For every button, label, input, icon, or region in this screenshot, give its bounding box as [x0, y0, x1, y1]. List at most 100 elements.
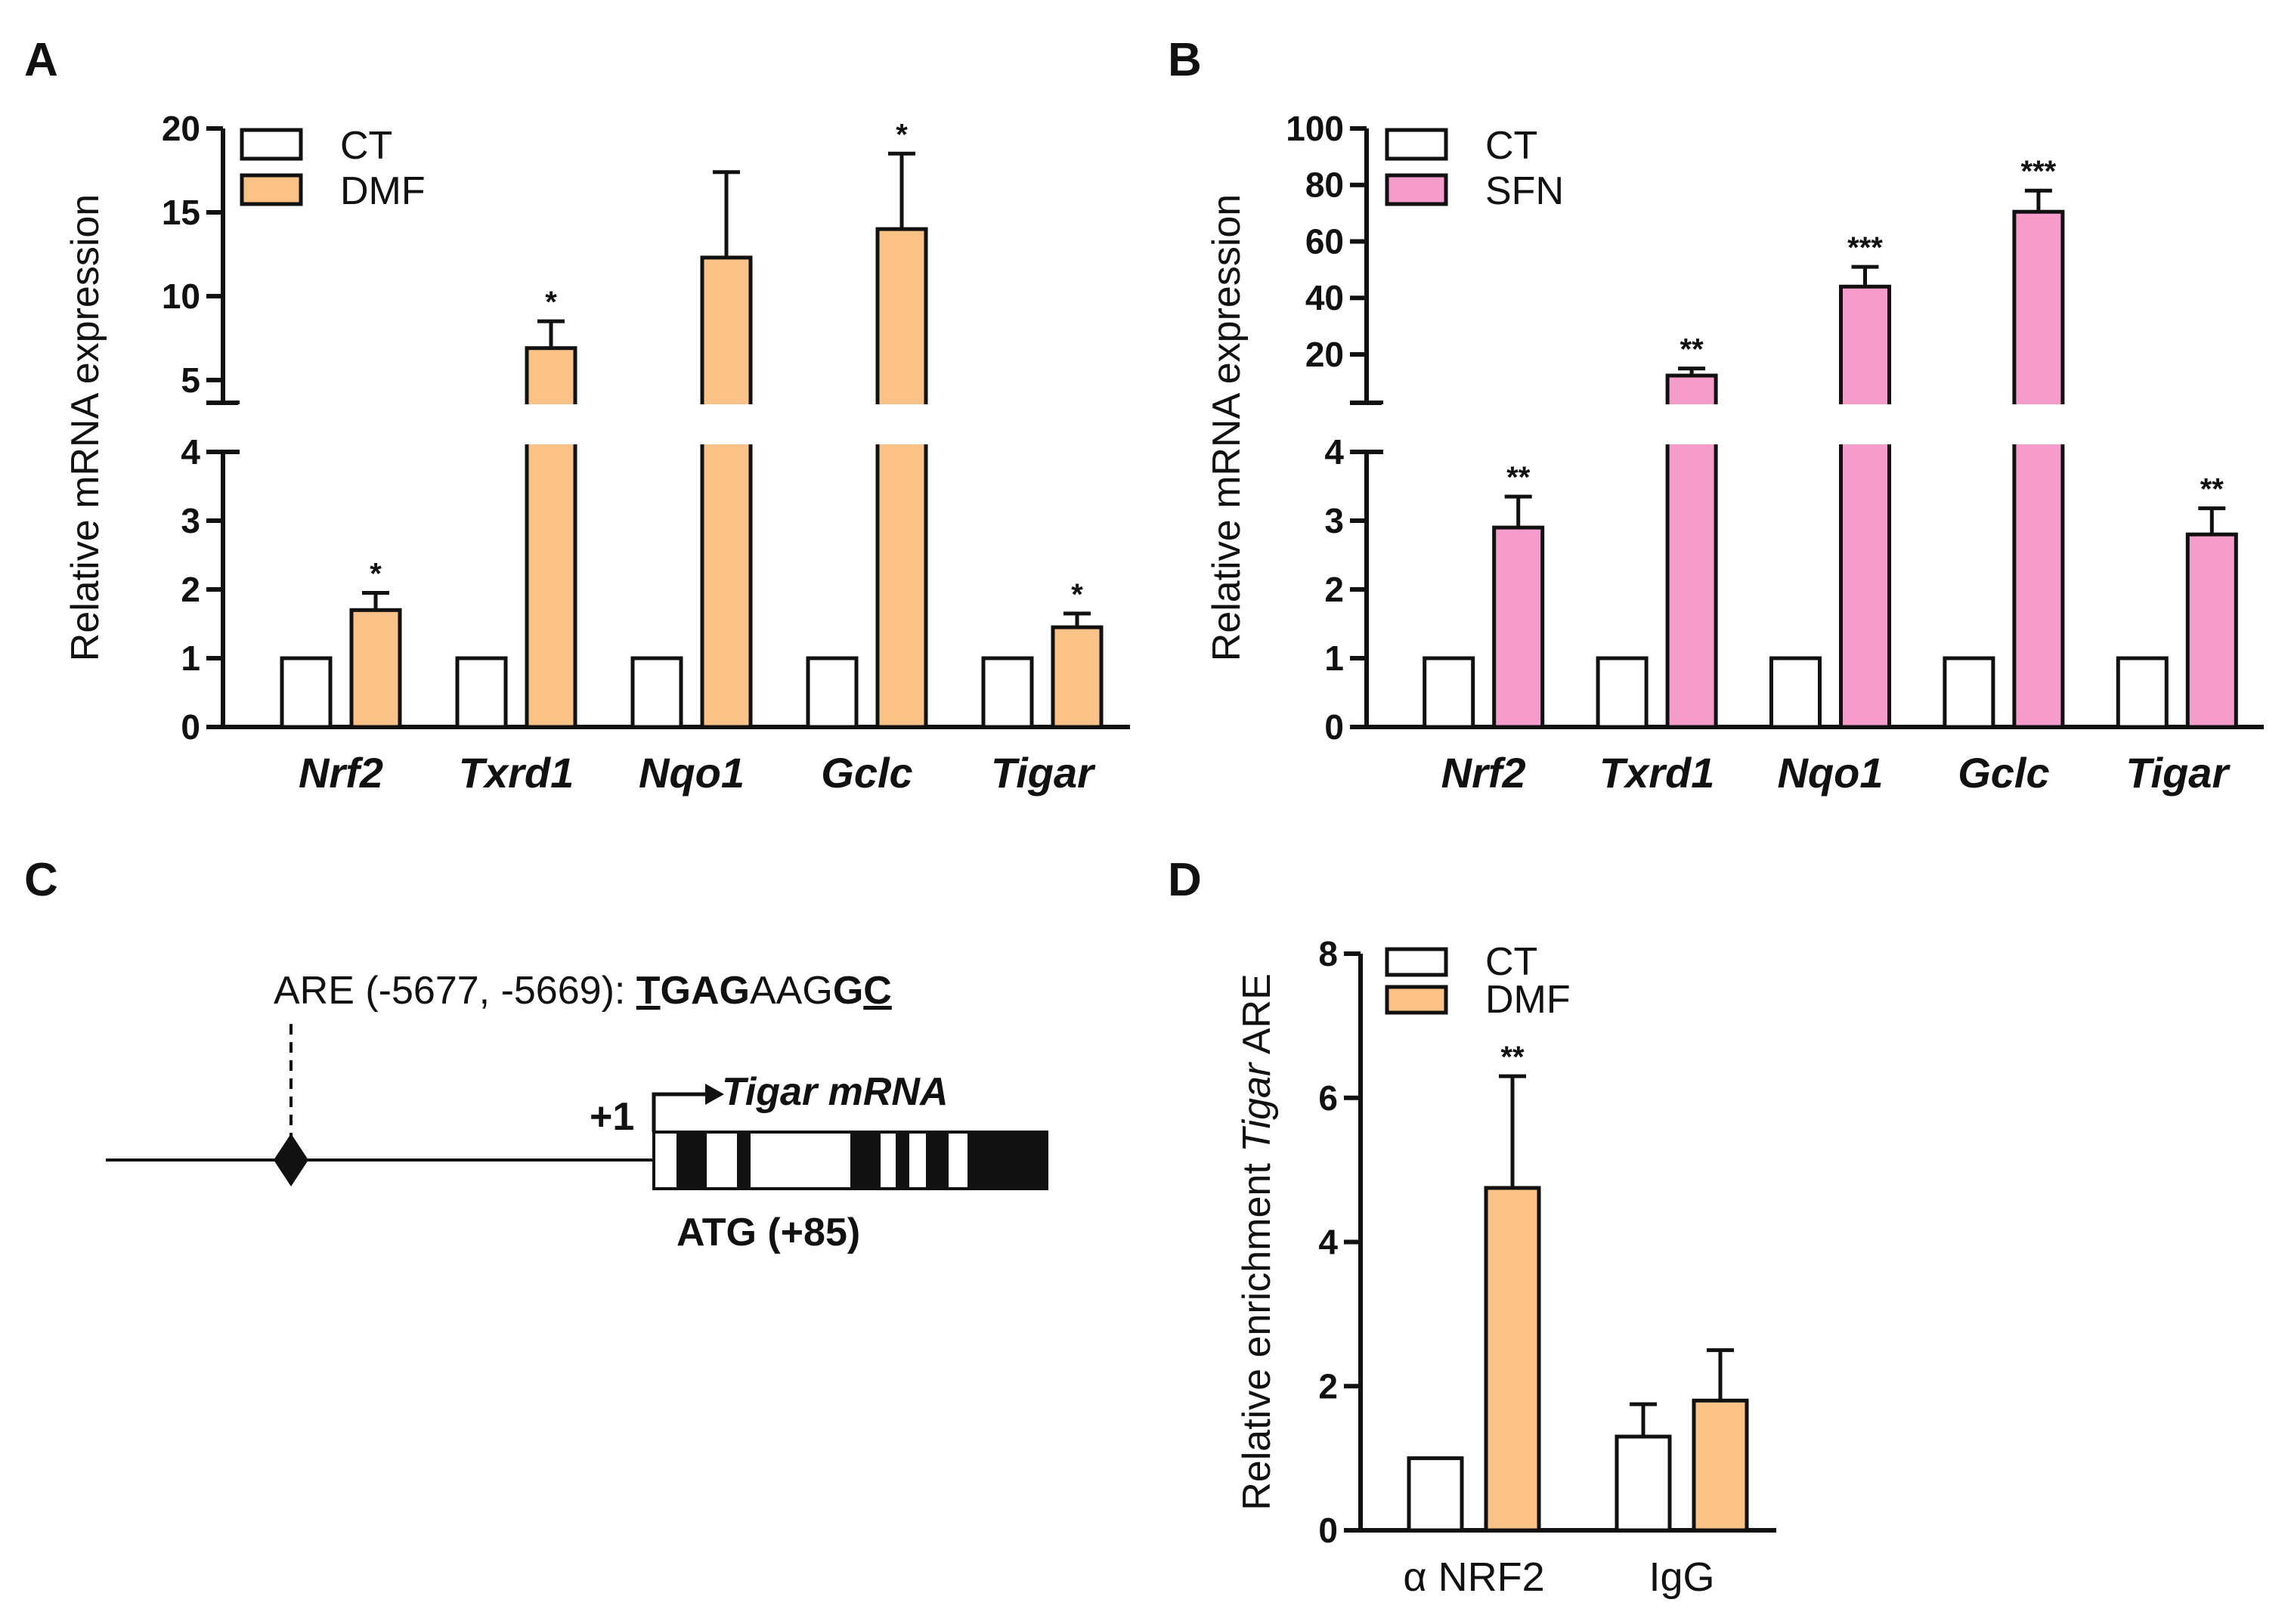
y-tick-label-upper-20: 20 [162, 109, 200, 148]
x-tick-label-nrf2: α NRF2 [1403, 1554, 1544, 1600]
are-diamond-icon [274, 1134, 308, 1186]
y-tick-label-lower-4: 4 [181, 432, 200, 472]
y-axis-label: Relative mRNA expression [63, 194, 107, 661]
y-tick-label-upper-5: 5 [181, 360, 200, 400]
tss-label: +1 [590, 1095, 634, 1139]
legend-swatch-dmf [240, 173, 303, 206]
y-tick-label-upper-40: 40 [1305, 278, 1344, 317]
bar-ct-nrf2 [1423, 656, 1475, 729]
significance-txrd1: * [545, 286, 557, 319]
are-position-text: ARE (-5677, -5669): [274, 969, 636, 1013]
bar-ct-nqo1 [1769, 656, 1822, 729]
bar-ct-igg [1615, 1434, 1672, 1533]
bar-ct-txrd1 [1596, 656, 1649, 729]
y-tick-label-6: 6 [1318, 1078, 1338, 1118]
significance-nrf2: * [370, 558, 382, 591]
x-tick-label-igg: IgG [1649, 1554, 1714, 1600]
legend-swatch-dmf [1385, 985, 1448, 1015]
y-tick-label-lower-2: 2 [1324, 570, 1344, 609]
x-tick-label-gclc: Gclc [821, 749, 912, 797]
are-seq-gag: GAG [661, 969, 750, 1013]
tss-arrow-stem [652, 1092, 707, 1132]
y-axis-label: Relative enrichment Tigar ARE [1235, 973, 1279, 1511]
y-tick-label-lower-2: 2 [181, 570, 200, 609]
panel-d-chart: 0 2 4 6 8 Relative enrichment Tigar ARE ** α NR… [1235, 934, 1776, 1600]
x-tick-label-nqo1: Nqo1 [1778, 749, 1884, 797]
y-axis-label: Relative mRNA expression [1205, 194, 1249, 661]
tss-arrowhead-icon [705, 1084, 724, 1105]
significance-gclc: *** [2021, 155, 2057, 188]
legend-swatch-ct [240, 128, 303, 161]
mrna-label: Tigar mRNA [722, 1070, 949, 1114]
bar-dmf-gclc [875, 227, 928, 729]
x-tick-label-nrf2: Nrf2 [299, 749, 383, 797]
are-seq-g: G [833, 969, 863, 1013]
bar-dmf-nqo1 [700, 255, 753, 729]
y-tick-label-lower-3: 3 [1324, 501, 1344, 540]
bar-ct-nrf2 [1407, 1456, 1464, 1533]
bar-ct-txrd1 [455, 656, 508, 729]
x-tick-label-txrd1: Txrd1 [1599, 749, 1715, 797]
y-tick-label-lower-1: 1 [1324, 639, 1344, 678]
significance-txrd1: ** [1680, 333, 1704, 367]
y-tick-label-lower-0: 0 [181, 707, 200, 747]
bar-ct-nrf2 [280, 656, 333, 729]
y-tick-label-upper-100: 100 [1286, 109, 1344, 148]
are-seq-aag: AAG [750, 969, 833, 1013]
x-tick-label-gclc: Gclc [1958, 749, 2049, 797]
bar-sfn-tigar [2185, 532, 2238, 729]
x-tick-label-txrd1: Txrd1 [459, 749, 574, 797]
legend-label-ct: CT [1485, 124, 1537, 168]
legend-label-sfn: SFN [1485, 169, 1564, 213]
bar-ct-tigar [981, 656, 1034, 729]
exon-2 [737, 1132, 751, 1189]
are-label: ARE (-5677, -5669): TGAGAAGGC [274, 969, 892, 1013]
bar-ct-nqo1 [630, 656, 683, 729]
x-tick-label-tigar: Tigar [991, 749, 1096, 797]
y-tick-label-upper-20: 20 [1305, 335, 1344, 374]
bar-sfn-gclc [2012, 209, 2065, 729]
legend-swatch-sfn [1385, 173, 1448, 206]
y-tick-label-upper-60: 60 [1305, 221, 1344, 261]
legend-label-ct: CT [340, 124, 392, 168]
y-tick-label-8: 8 [1318, 934, 1338, 973]
y-axis-label-suffix: ARE [1235, 973, 1279, 1063]
panel-label-c: C [24, 854, 58, 906]
bar-sfn-nrf2 [1492, 525, 1545, 729]
exon-3 [850, 1132, 881, 1189]
bar-dmf-tigar [1051, 625, 1104, 729]
x-tick-label-nrf2: Nrf2 [1441, 749, 1526, 797]
bar-ct-gclc [1943, 656, 1995, 729]
significance-nrf2: ** [1506, 461, 1531, 494]
y-axis-label-gene: Tigar [1235, 1061, 1279, 1152]
significance-tigar: ** [2200, 473, 2224, 506]
significance-tigar: * [1071, 578, 1083, 611]
bar-dmf-igg [1692, 1398, 1749, 1533]
axis-break-gap [1382, 404, 2264, 444]
panel-c-diagram: ARE (-5677, -5669): TGAGAAGGC +1 Tigar m… [106, 969, 1048, 1254]
bar-dmf-nrf2 [349, 608, 402, 729]
significance-nqo1: *** [1847, 231, 1883, 264]
x-tick-label-nqo1: Nqo1 [639, 749, 745, 797]
bar-dmf-nrf2 [1484, 1186, 1541, 1533]
y-tick-label-lower-0: 0 [1324, 707, 1344, 747]
panel-label-b: B [1168, 34, 1202, 86]
y-tick-label-lower-1: 1 [181, 639, 200, 678]
significance-nrf2: ** [1500, 1041, 1525, 1074]
y-tick-label-2: 2 [1318, 1366, 1338, 1406]
y-tick-label-upper-10: 10 [162, 277, 200, 316]
exon-6 [967, 1132, 1047, 1189]
legend-label-dmf: DMF [340, 169, 426, 213]
panel-a-chart: 0 1 2 3 4 5 10 15 20 Relative mRNA expression * Nrf… [63, 109, 1130, 797]
legend-label-dmf: DMF [1485, 978, 1571, 1022]
exon-5 [926, 1132, 949, 1189]
legend-label-ct: CT [1485, 940, 1537, 984]
y-tick-label-lower-3: 3 [181, 501, 200, 540]
y-tick-label-4: 4 [1318, 1223, 1338, 1262]
x-tick-label-tigar: Tigar [2125, 749, 2231, 797]
y-tick-label-0: 0 [1318, 1511, 1338, 1550]
exon-4 [896, 1132, 909, 1189]
significance-gclc: * [896, 118, 908, 151]
axis-break-gap [238, 404, 1130, 444]
panel-b-chart: 0 1 2 3 4 20 40 60 80 100 Relative mRNA expression… [1205, 109, 2264, 797]
